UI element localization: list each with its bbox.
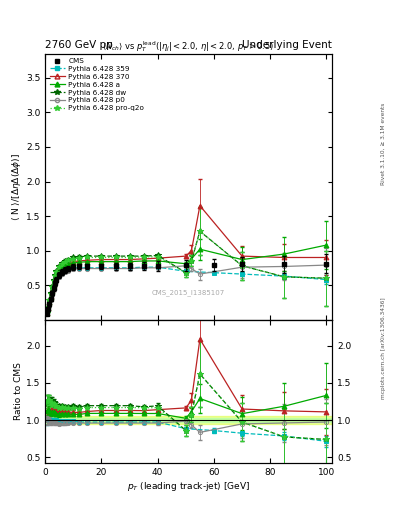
X-axis label: $p_T$ (leading track-jet) [GeV]: $p_T$ (leading track-jet) [GeV]	[127, 480, 250, 493]
Y-axis label: $\langle$ N $\rangle/[\Delta\eta\Delta(\Delta\phi)]$: $\langle$ N $\rangle/[\Delta\eta\Delta(\…	[10, 153, 23, 221]
Text: Underlying Event: Underlying Event	[242, 40, 332, 50]
Legend: CMS, Pythia 6.428 359, Pythia 6.428 370, Pythia 6.428 a, Pythia 6.428 dw, Pythia: CMS, Pythia 6.428 359, Pythia 6.428 370,…	[48, 56, 146, 114]
Text: Rivet 3.1.10, ≥ 3.1M events: Rivet 3.1.10, ≥ 3.1M events	[381, 102, 386, 184]
Text: 2760 GeV pp: 2760 GeV pp	[45, 40, 113, 50]
Text: mcplots.cern.ch [arXiv:1306.3436]: mcplots.cern.ch [arXiv:1306.3436]	[381, 297, 386, 399]
Text: CMS_2015_I1385107: CMS_2015_I1385107	[152, 290, 225, 296]
Y-axis label: Ratio to CMS: Ratio to CMS	[14, 362, 23, 420]
Title: $\langle N_{ch}\rangle$ vs $p_T^{\rm lead}$($|\eta_j|$$<$2.0, $\eta$$|$$<$2.0, $: $\langle N_{ch}\rangle$ vs $p_T^{\rm lea…	[103, 39, 275, 54]
